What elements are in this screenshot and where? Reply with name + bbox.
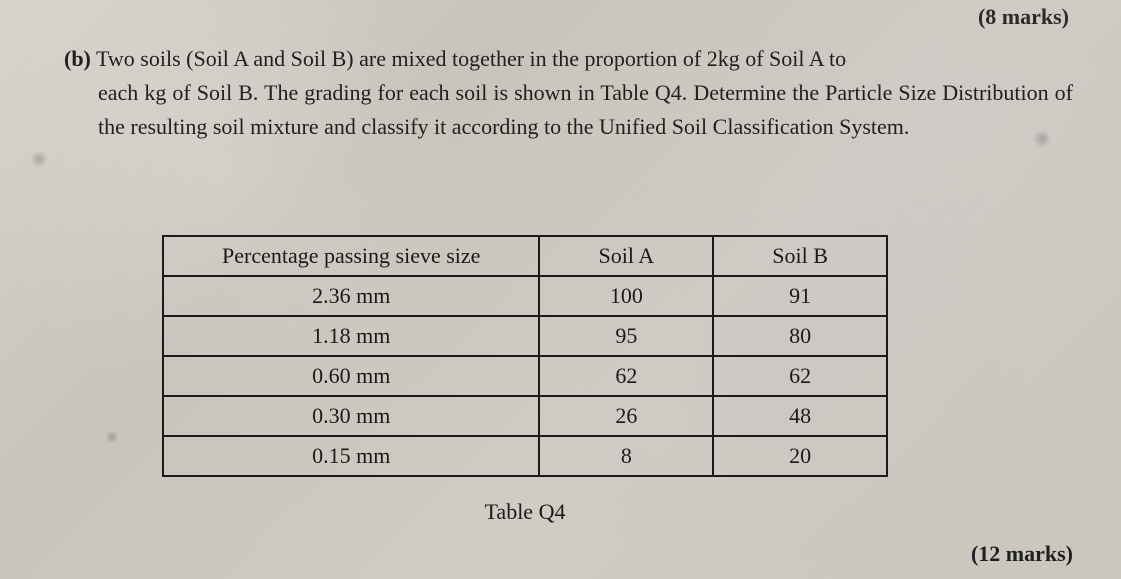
- cell-soil-a: 62: [539, 356, 713, 396]
- header-sieve-size: Percentage passing sieve size: [163, 236, 539, 276]
- cell-soil-b: 48: [713, 396, 887, 436]
- paper-smudge: [105, 430, 119, 444]
- cell-soil-a: 100: [539, 276, 713, 316]
- top-marks-label: (8 marks): [978, 4, 1069, 30]
- grading-table: Percentage passing sieve size Soil A Soi…: [162, 235, 888, 477]
- cell-size: 0.30 mm: [163, 396, 539, 436]
- table-caption: Table Q4: [162, 499, 888, 525]
- cell-soil-a: 8: [539, 436, 713, 476]
- cell-soil-a: 95: [539, 316, 713, 356]
- cell-size: 0.15 mm: [163, 436, 539, 476]
- cell-soil-b: 20: [713, 436, 887, 476]
- table-row: 0.60 mm 62 62: [163, 356, 887, 396]
- cell-soil-a: 26: [539, 396, 713, 436]
- cell-soil-b: 62: [713, 356, 887, 396]
- cell-size: 1.18 mm: [163, 316, 539, 356]
- table-row: 2.36 mm 100 91: [163, 276, 887, 316]
- table-row: 0.15 mm 8 20: [163, 436, 887, 476]
- table-row: 1.18 mm 95 80: [163, 316, 887, 356]
- grading-table-container: Percentage passing sieve size Soil A Soi…: [162, 235, 888, 525]
- cell-soil-b: 80: [713, 316, 887, 356]
- header-soil-a: Soil A: [539, 236, 713, 276]
- question-line1: Two soils (Soil A and Soil B) are mixed …: [96, 46, 846, 71]
- bottom-marks-label: (12 marks): [971, 541, 1073, 567]
- table-row: 0.30 mm 26 48: [163, 396, 887, 436]
- paper-smudge: [1033, 130, 1051, 148]
- header-soil-b: Soil B: [713, 236, 887, 276]
- cell-size: 2.36 mm: [163, 276, 539, 316]
- paper-smudge: [30, 150, 48, 168]
- cell-size: 0.60 mm: [163, 356, 539, 396]
- question-part-label: (b): [64, 46, 91, 71]
- table-header-row: Percentage passing sieve size Soil A Soi…: [163, 236, 887, 276]
- cell-soil-b: 91: [713, 276, 887, 316]
- question-line2: each kg of Soil B. The grading for each …: [64, 76, 1073, 144]
- question-paragraph: (b) Two soils (Soil A and Soil B) are mi…: [64, 42, 1073, 144]
